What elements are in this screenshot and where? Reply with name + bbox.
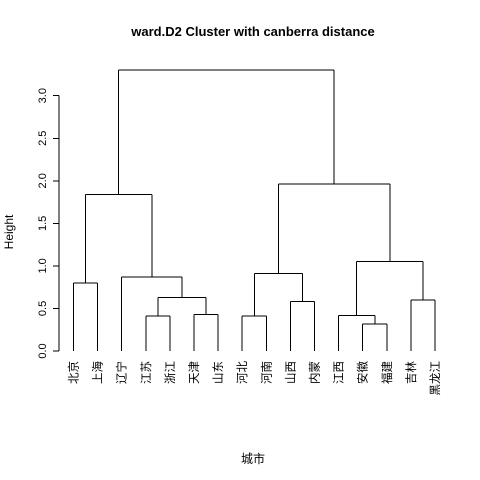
leaf-label: 天津 <box>187 361 201 384</box>
leaf-labels: 北京 上海 辽宁 江苏 浙江 天津 山东 河北 河南 山西 内蒙 江西 安徽 福建 吉林 黑龙江 <box>67 361 443 396</box>
leaf-label: 北京 <box>67 361 81 384</box>
leaf-label: 山西 <box>283 361 297 384</box>
y-tick-label: 0.5 <box>37 301 49 316</box>
y-tick-label: 2.5 <box>37 131 49 146</box>
leaf-label: 江苏 <box>139 361 153 384</box>
leaf-label: 河南 <box>259 361 273 384</box>
y-tick-label: 0.0 <box>37 343 49 358</box>
y-axis: 0.0 0.5 1.0 1.5 2.0 2.5 3.0 <box>37 88 59 359</box>
y-axis-title: Height <box>2 214 16 249</box>
leaf-label: 浙江 <box>163 361 177 384</box>
leaf-label: 安徽 <box>356 361 370 384</box>
y-tick-label: 1.0 <box>37 258 49 273</box>
leaf-label: 上海 <box>91 361 105 384</box>
leaf-label: 吉林 <box>404 361 418 384</box>
x-axis-title: 城市 <box>241 451 265 466</box>
y-tick-label: 1.5 <box>37 216 49 231</box>
leaf-label: 辽宁 <box>115 361 129 384</box>
leaf-label: 内蒙 <box>308 361 322 384</box>
y-tick-label: 2.0 <box>37 173 49 188</box>
leaf-label: 山东 <box>211 361 225 384</box>
y-tick-label: 3.0 <box>37 88 49 103</box>
leaf-label: 黑龙江 <box>428 361 442 396</box>
dendrogram-branches <box>74 70 436 351</box>
leaf-label: 福建 <box>380 361 394 384</box>
chart-title: ward.D2 Cluster with canberra distance <box>130 24 374 39</box>
leaf-label: 河北 <box>235 361 249 384</box>
leaf-label: 江西 <box>332 361 346 384</box>
